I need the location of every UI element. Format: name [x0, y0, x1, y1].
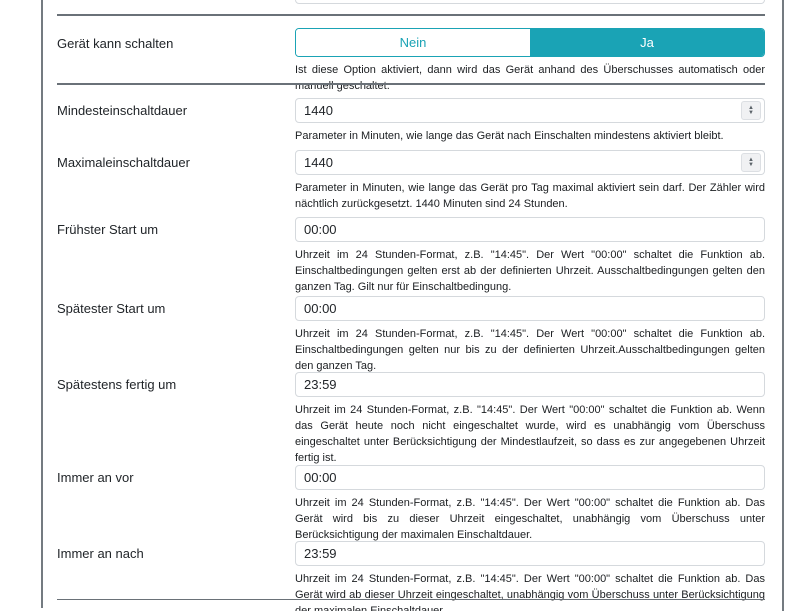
spaetester-start-um-input[interactable]	[295, 296, 765, 321]
field-row-immer-an-nach: Immer an nach Uhrzeit im 24 Stunden-Form…	[57, 541, 765, 611]
section-separator-middle	[57, 83, 765, 85]
toggle-option-nein[interactable]: Nein	[296, 29, 530, 56]
field-row-spaetester-start-um: Spätester Start um Uhrzeit im 24 Stunden…	[57, 296, 765, 374]
field-row-maximaleinschaltdauer: Maximaleinschaltdauer ▲ ▼ Parameter in M…	[57, 150, 765, 212]
section-separator-bottom	[57, 599, 765, 600]
stepper-down-icon[interactable]: ▼	[748, 161, 754, 168]
field-help-text: Uhrzeit im 24 Stunden-Format, z.B. "14:4…	[295, 497, 765, 541]
number-stepper-icon[interactable]: ▲ ▼	[741, 101, 761, 120]
stepper-up-icon[interactable]: ▲	[748, 104, 754, 111]
field-row-mindesteinschaltdauer: Mindesteinschaltdauer ▲ ▼ Parameter in M…	[57, 98, 765, 144]
number-stepper-icon[interactable]: ▲ ▼	[741, 153, 761, 172]
previous-field-input-cutoff[interactable]	[295, 0, 765, 4]
fields-section: Mindesteinschaltdauer ▲ ▼ Parameter in M…	[57, 98, 765, 611]
toggle-option-ja[interactable]: Ja	[530, 29, 764, 56]
field-help-text: Uhrzeit im 24 Stunden-Format, z.B. "14:4…	[295, 328, 765, 372]
field-row-immer-an-vor: Immer an vor Uhrzeit im 24 Stunden-Forma…	[57, 465, 765, 543]
field-help-text: Uhrzeit im 24 Stunden-Format, z.B. "14:4…	[295, 404, 765, 464]
field-label: Immer an vor	[57, 470, 134, 485]
card-left-border	[41, 0, 43, 608]
field-label: Immer an nach	[57, 546, 144, 561]
maximaleinschaltdauer-input[interactable]	[295, 150, 765, 175]
immer-an-nach-input[interactable]	[295, 541, 765, 566]
field-help-text: Ist diese Option aktiviert, dann wird da…	[295, 64, 765, 92]
yes-no-toggle: Nein Ja	[295, 28, 765, 57]
stepper-down-icon[interactable]: ▼	[748, 109, 754, 116]
field-help-text: Uhrzeit im 24 Stunden-Format, z.B. "14:4…	[295, 249, 765, 293]
section-separator-top	[57, 14, 765, 16]
field-label-geraet-kann-schalten: Gerät kann schalten	[57, 36, 174, 51]
immer-an-vor-input[interactable]	[295, 465, 765, 490]
fruehster-start-um-input[interactable]	[295, 217, 765, 242]
field-label: Spätester Start um	[57, 301, 166, 316]
field-label: Frühster Start um	[57, 222, 159, 237]
spaetestens-fertig-um-input[interactable]	[295, 372, 765, 397]
stepper-up-icon[interactable]: ▲	[748, 156, 754, 163]
field-row-fruehster-start-um: Frühster Start um Uhrzeit im 24 Stunden-…	[57, 217, 765, 295]
field-help-text: Parameter in Minuten, wie lange das Gerä…	[295, 182, 765, 210]
field-label: Spätestens fertig um	[57, 377, 177, 392]
field-label: Mindesteinschaltdauer	[57, 103, 188, 118]
field-help-text: Parameter in Minuten, wie lange das Gerä…	[295, 130, 724, 142]
field-help-text: Uhrzeit im 24 Stunden-Format, z.B. "14:4…	[295, 573, 765, 611]
scrollbar[interactable]	[782, 0, 784, 611]
field-label: Maximaleinschaltdauer	[57, 155, 190, 170]
mindesteinschaltdauer-input[interactable]	[295, 98, 765, 123]
field-row-spaetestens-fertig-um: Spätestens fertig um Uhrzeit im 24 Stund…	[57, 372, 765, 466]
